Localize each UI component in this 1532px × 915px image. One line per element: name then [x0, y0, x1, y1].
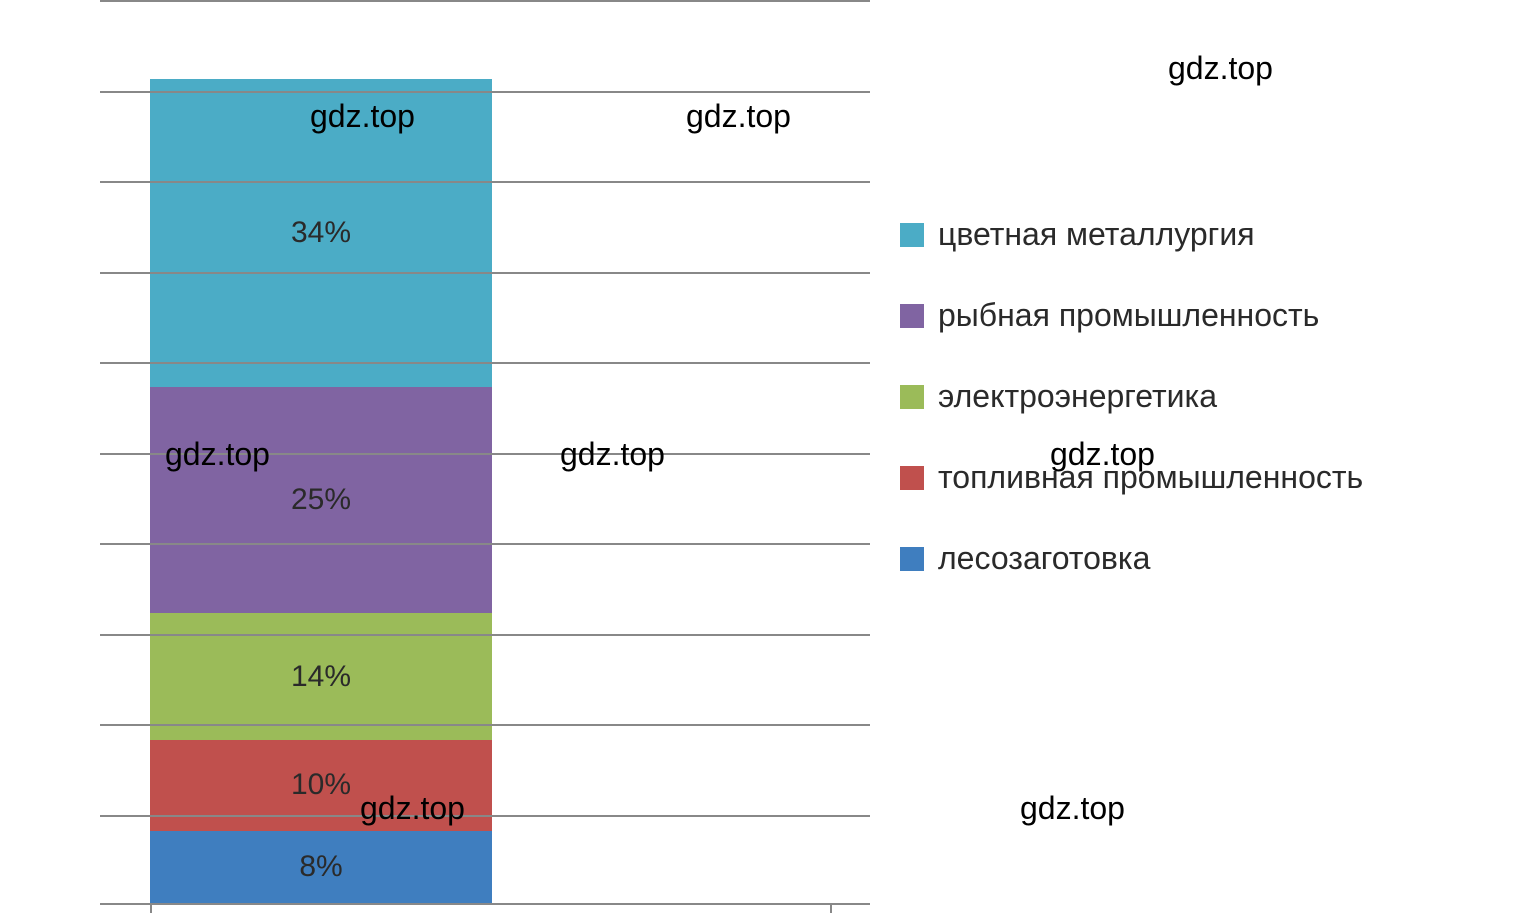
segment-fishing: 25%	[150, 387, 492, 613]
legend-label: электроэнергетика	[938, 378, 1217, 415]
watermark: gdz.top	[1020, 790, 1125, 827]
watermark: gdz.top	[1168, 50, 1273, 87]
gridline	[100, 181, 870, 183]
legend-swatch	[900, 547, 924, 571]
watermark: gdz.top	[560, 436, 665, 473]
legend: цветная металлургия рыбная промышленность…	[900, 216, 1363, 577]
gridline	[100, 91, 870, 93]
legend-item-power: электроэнергетика	[900, 378, 1363, 415]
legend-label: рыбная промышленность	[938, 297, 1319, 334]
watermark: gdz.top	[686, 98, 791, 135]
segment-forestry: 8%	[150, 831, 492, 903]
gridline	[100, 272, 870, 274]
legend-label: лесозаготовка	[938, 540, 1150, 577]
gridline	[100, 0, 870, 2]
gridline	[100, 634, 870, 636]
watermark: gdz.top	[360, 790, 465, 827]
legend-swatch	[900, 466, 924, 490]
legend-swatch	[900, 304, 924, 328]
legend-item-fishing: рыбная промышленность	[900, 297, 1363, 334]
legend-item-forestry: лесозаготовка	[900, 540, 1363, 577]
x-tick	[830, 903, 832, 913]
legend-swatch	[900, 385, 924, 409]
gridline	[100, 543, 870, 545]
watermark: gdz.top	[165, 436, 270, 473]
watermark: gdz.top	[310, 98, 415, 135]
segment-power: 14%	[150, 613, 492, 740]
x-tick	[150, 903, 152, 913]
legend-item-metallurgy: цветная металлургия	[900, 216, 1363, 253]
bar-stack: 8%10%14%25%34%	[150, 79, 492, 903]
gridline	[100, 724, 870, 726]
gridline	[100, 362, 870, 364]
gridline	[100, 815, 870, 817]
legend-swatch	[900, 223, 924, 247]
watermark: gdz.top	[1050, 436, 1155, 473]
legend-label: цветная металлургия	[938, 216, 1255, 253]
